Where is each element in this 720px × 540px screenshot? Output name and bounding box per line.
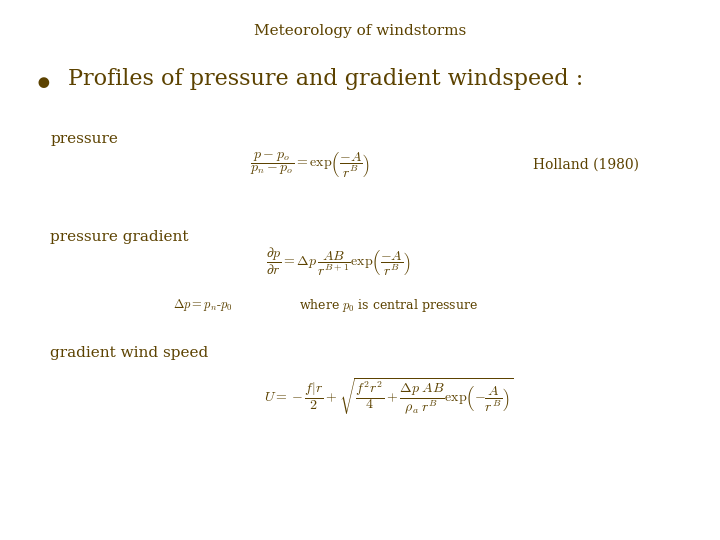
Text: pressure gradient: pressure gradient <box>50 230 189 244</box>
Text: $\Delta p = p_n\text{-}p_0$: $\Delta p = p_n\text{-}p_0$ <box>173 297 233 313</box>
Text: $U = -\dfrac{f|r}{2} + \sqrt{\dfrac{f^2r^2}{4} + \dfrac{\Delta p\; AB}{\rho_a\; : $U = -\dfrac{f|r}{2} + \sqrt{\dfrac{f^2r… <box>264 376 513 417</box>
Text: Meteorology of windstorms: Meteorology of windstorms <box>254 24 466 38</box>
Text: Profiles of pressure and gradient windspeed :: Profiles of pressure and gradient windsp… <box>68 68 584 90</box>
Text: gradient wind speed: gradient wind speed <box>50 346 209 360</box>
Text: $\dfrac{p - p_o}{p_n - p_o} = \exp\!\left(\dfrac{-A}{r^B}\right)$: $\dfrac{p - p_o}{p_n - p_o} = \exp\!\lef… <box>250 150 369 179</box>
Text: Holland (1980): Holland (1980) <box>533 158 639 172</box>
Text: where $p_0$ is central pressure: where $p_0$ is central pressure <box>299 296 478 314</box>
Text: $\bullet$: $\bullet$ <box>36 68 50 94</box>
Text: pressure: pressure <box>50 132 118 146</box>
Text: $\dfrac{\partial p}{\partial r} = \Delta p\,\dfrac{AB}{r^{B+1}}\exp\!\left(\dfra: $\dfrac{\partial p}{\partial r} = \Delta… <box>266 245 410 279</box>
